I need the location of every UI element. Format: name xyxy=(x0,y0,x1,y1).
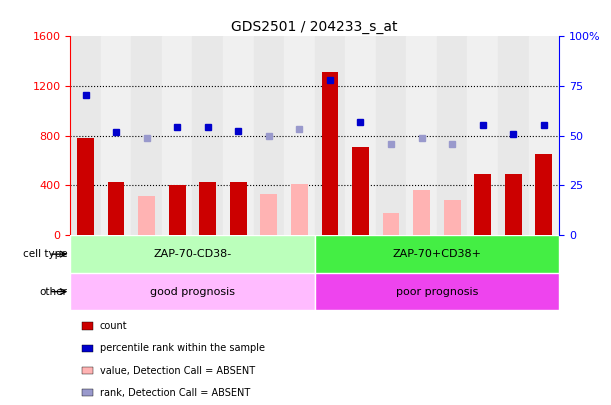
Text: ZAP-70+CD38+: ZAP-70+CD38+ xyxy=(392,249,481,259)
Bar xyxy=(315,273,559,310)
Bar xyxy=(535,154,552,235)
Bar xyxy=(376,36,406,235)
Title: GDS2501 / 204233_s_at: GDS2501 / 204233_s_at xyxy=(232,20,398,34)
Text: percentile rank within the sample: percentile rank within the sample xyxy=(100,343,265,353)
Bar xyxy=(162,36,192,235)
Bar xyxy=(230,181,247,235)
Bar xyxy=(70,36,101,235)
Bar xyxy=(315,36,345,235)
Bar xyxy=(321,72,338,235)
Bar xyxy=(467,36,498,235)
Bar xyxy=(199,181,216,235)
Bar xyxy=(352,147,369,235)
Bar xyxy=(101,36,131,235)
Bar xyxy=(413,190,430,235)
Bar xyxy=(108,181,125,235)
Bar xyxy=(444,200,461,235)
Bar xyxy=(505,174,522,235)
Bar xyxy=(498,36,529,235)
Bar xyxy=(406,36,437,235)
Bar xyxy=(131,36,162,235)
Bar xyxy=(474,174,491,235)
Bar xyxy=(138,196,155,235)
Text: other: other xyxy=(39,287,67,296)
Text: rank, Detection Call = ABSENT: rank, Detection Call = ABSENT xyxy=(100,388,250,398)
Bar xyxy=(70,235,315,273)
Text: poor prognosis: poor prognosis xyxy=(396,287,478,296)
Text: ZAP-70-CD38-: ZAP-70-CD38- xyxy=(153,249,232,259)
Bar xyxy=(169,185,186,235)
Text: cell type: cell type xyxy=(23,249,67,259)
Bar xyxy=(382,213,400,235)
Text: count: count xyxy=(100,321,127,331)
Bar xyxy=(260,194,277,235)
Text: value, Detection Call = ABSENT: value, Detection Call = ABSENT xyxy=(100,366,255,375)
Bar xyxy=(315,235,559,273)
Bar xyxy=(223,36,254,235)
Bar xyxy=(529,36,559,235)
Bar xyxy=(70,273,315,310)
Bar xyxy=(254,36,284,235)
Bar xyxy=(77,138,94,235)
Bar xyxy=(291,184,308,235)
Bar xyxy=(437,36,467,235)
Bar xyxy=(345,36,376,235)
Bar xyxy=(284,36,315,235)
Bar xyxy=(192,36,223,235)
Text: good prognosis: good prognosis xyxy=(150,287,235,296)
